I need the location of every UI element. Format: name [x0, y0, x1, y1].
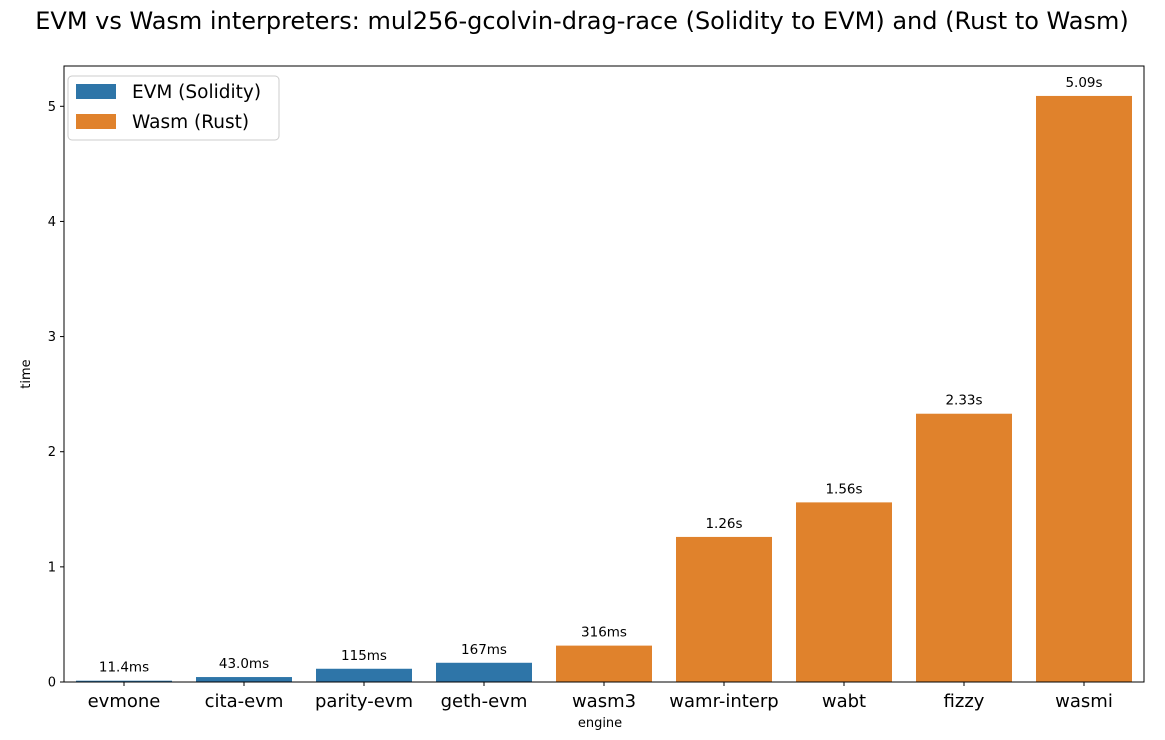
legend: EVM (Solidity) Wasm (Rust)	[67, 75, 280, 141]
y-tick-label-3: 3	[48, 330, 56, 345]
x-tick-label-fizzy: fizzy	[944, 691, 985, 712]
legend-label-wasm: Wasm (Rust)	[132, 112, 249, 133]
y-tick-label-2: 2	[48, 445, 56, 460]
legend-swatch-evm	[76, 84, 116, 99]
bar-fizzy	[916, 413, 1012, 682]
plot-frame	[63, 65, 1145, 683]
data-label-fizzy: 2.33s	[945, 393, 982, 409]
data-label-wasm3: 316ms	[581, 625, 627, 641]
bar-parity-evm	[316, 668, 412, 682]
data-label-wasmi: 5.09s	[1065, 75, 1102, 91]
data-label-geth-evm: 167ms	[461, 642, 507, 658]
legend-swatch-wasm	[76, 114, 116, 129]
chart-title: EVM vs Wasm interpreters: mul256-gcolvin…	[35, 7, 1128, 35]
y-tick-label-4: 4	[48, 215, 56, 230]
x-tick-label-cita-evm: cita-evm	[205, 691, 284, 712]
legend-frame	[67, 75, 280, 141]
bar-wamr-interp	[676, 536, 772, 682]
x-tick-label-wasm3: wasm3	[572, 691, 636, 712]
y-tick-label-0: 0	[48, 676, 56, 691]
x-tick-label-parity-evm: parity-evm	[315, 691, 413, 712]
bar-wasmi	[1036, 95, 1132, 682]
data-label-cita-evm: 43.0ms	[219, 656, 269, 672]
y-axis-label: time	[19, 359, 34, 388]
data-label-evmone: 11.4ms	[99, 660, 149, 676]
x-tick-label-geth-evm: geth-evm	[441, 691, 528, 712]
x-tick-label-wasmi: wasmi	[1055, 691, 1113, 712]
legend-label-evm: EVM (Solidity)	[132, 82, 261, 103]
bar-evmone	[76, 680, 172, 682]
x-axis: evmone cita-evm parity-evm geth-evm wasm3 wam…	[88, 682, 1113, 712]
x-axis-label: engine	[578, 716, 622, 731]
bar-cita-evm	[196, 677, 292, 682]
x-tick-label-wabt: wabt	[822, 691, 866, 712]
bar-wasm3	[556, 645, 652, 682]
data-label-wamr-interp: 1.26s	[705, 516, 742, 532]
y-tick-label-5: 5	[48, 100, 56, 115]
y-tick-label-1: 1	[48, 560, 56, 575]
x-tick-label-wamr-interp: wamr-interp	[669, 691, 778, 712]
data-label-wabt: 1.56s	[825, 481, 862, 497]
data-label-parity-evm: 115ms	[341, 648, 387, 664]
x-tick-label-evmone: evmone	[88, 691, 161, 712]
bar-geth-evm	[436, 662, 532, 682]
bar-wabt	[796, 502, 892, 682]
y-axis: 0 1 2 3 4 5	[48, 100, 64, 691]
data-labels-group: 11.4ms 43.0ms 115ms 167ms 316ms 1.26s 1.56s 2.3…	[99, 75, 1103, 676]
bars-group	[76, 95, 1132, 682]
